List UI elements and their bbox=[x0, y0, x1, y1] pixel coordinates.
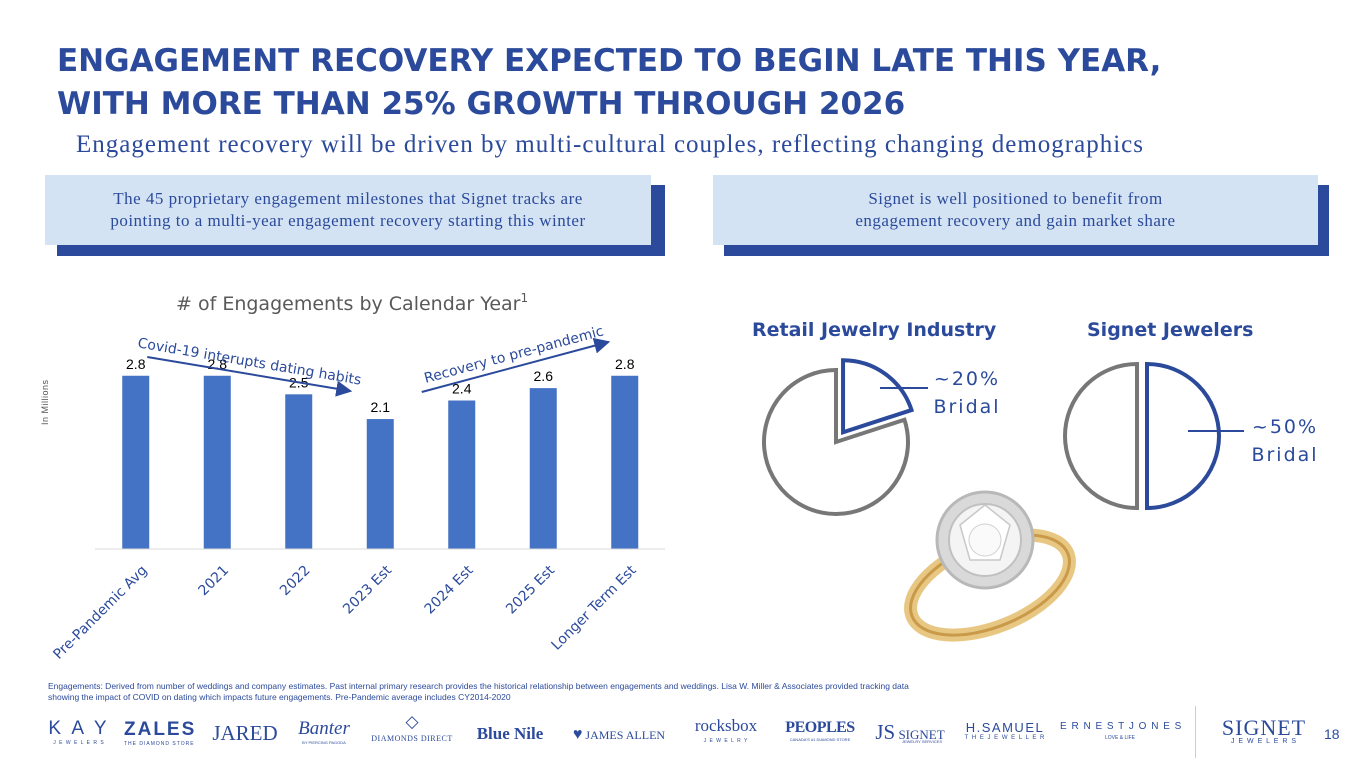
jared-logo[interactable]: JARED bbox=[212, 721, 278, 745]
james-allen-logo[interactable]: ♥ JAMES ALLEN bbox=[572, 726, 666, 743]
left-callout-line-2: pointing to a multi-year engagement reco… bbox=[110, 211, 586, 230]
right-callout-box: Signet is well positioned to benefit fro… bbox=[713, 175, 1318, 245]
pie-1-title: Retail Jewelry Industry bbox=[752, 319, 997, 341]
left-callout-box: The 45 proprietary engagement milestones… bbox=[45, 175, 651, 245]
bar-value-label-0: 2.8 bbox=[126, 356, 146, 372]
pie-2-label: ~50% Bridal bbox=[1240, 413, 1330, 469]
rocksbox-logo[interactable]: rocksbox J E W E L R Y bbox=[694, 716, 758, 744]
bar-1 bbox=[203, 375, 231, 549]
annotation-arrow-1 bbox=[421, 337, 611, 393]
page-subtitle: Engagement recovery will be driven by mu… bbox=[76, 131, 1144, 158]
page-title: ENGAGEMENT RECOVERY EXPECTED TO BEGIN LA… bbox=[57, 40, 1307, 126]
ernest-jones-logo[interactable]: E R N E S T J O N E S LOVE & LIFE bbox=[1060, 721, 1183, 741]
bar-value-label-5: 2.6 bbox=[534, 368, 554, 384]
pie-1-percent: ~20% bbox=[933, 368, 1001, 390]
bar-6 bbox=[611, 375, 639, 549]
pie-2-title: Signet Jewelers bbox=[1087, 319, 1254, 341]
bar-value-label-3: 2.1 bbox=[371, 399, 391, 415]
kay-logo[interactable]: K A Y J E W E L E R S bbox=[48, 718, 110, 746]
blue-nile-logo[interactable]: Blue Nile bbox=[476, 724, 544, 743]
signet-logo[interactable]: SIGNET J E W E L E R S bbox=[1221, 715, 1307, 745]
js-signet-logo[interactable]: JS SIGNET JEWELRY SERVICES bbox=[875, 720, 945, 744]
pie-1-slice-bridal bbox=[841, 358, 915, 436]
logo-divider bbox=[1195, 706, 1196, 758]
pie-1-label: ~20% Bridal bbox=[922, 365, 1012, 421]
brand-logos: K A Y J E W E L E R S ZALES THE DIAMOND … bbox=[40, 712, 1340, 756]
js-monogram-icon: JS bbox=[875, 720, 896, 744]
bar-chart: # of Engagements by Calendar Year1 2.8Pr… bbox=[50, 291, 665, 663]
banter-logo[interactable]: Banter BY PIERCING PAGODA bbox=[298, 718, 350, 745]
diamond-icon: ◇ bbox=[405, 712, 419, 731]
pie-2-slice-bridal bbox=[1145, 361, 1221, 511]
peoples-logo[interactable]: PEOPLES CANADA'S #1 DIAMOND STORE bbox=[785, 719, 855, 742]
title-line-2: WITH MORE THAN 25% GROWTH THROUGH 2026 bbox=[57, 86, 906, 122]
h-samuel-logo[interactable]: H.SAMUEL T H E J E W E L L E R bbox=[964, 720, 1046, 741]
bar-3 bbox=[366, 419, 394, 549]
page-number: 18 bbox=[1324, 726, 1340, 742]
annotation-arrow-0 bbox=[147, 356, 353, 397]
heart-icon: ♥ bbox=[572, 726, 583, 743]
bar-value-label-6: 2.8 bbox=[615, 356, 635, 372]
bar-0 bbox=[122, 375, 150, 549]
title-line-1: ENGAGEMENT RECOVERY EXPECTED TO BEGIN LA… bbox=[57, 43, 1162, 79]
footnote: Engagements: Derived from number of wedd… bbox=[48, 681, 909, 702]
chart-title: # of Engagements by Calendar Year1 bbox=[176, 291, 528, 315]
diamonds-direct-logo[interactable]: ◇ DIAMONDS DIRECT bbox=[371, 712, 453, 743]
zales-logo[interactable]: ZALES THE DIAMOND STORE bbox=[124, 719, 197, 747]
pie-2-percent: ~50% bbox=[1251, 416, 1319, 438]
bar-value-label-4: 2.4 bbox=[452, 381, 472, 397]
pie-2-slice-other bbox=[1063, 361, 1139, 511]
engagement-ring-image bbox=[904, 490, 1076, 642]
pie-1-bridal: Bridal bbox=[933, 396, 1001, 418]
bar-4 bbox=[448, 400, 476, 549]
left-callout-line-1: The 45 proprietary engagement milestones… bbox=[113, 189, 583, 208]
right-callout-line-1: Signet is well positioned to benefit fro… bbox=[868, 189, 1163, 208]
right-callout-line-2: engagement recovery and gain market shar… bbox=[855, 211, 1176, 230]
pie-2-bridal: Bridal bbox=[1251, 444, 1319, 466]
bar-2 bbox=[285, 394, 313, 549]
bar-5 bbox=[529, 388, 557, 549]
pie-1-slice-other bbox=[762, 367, 910, 516]
